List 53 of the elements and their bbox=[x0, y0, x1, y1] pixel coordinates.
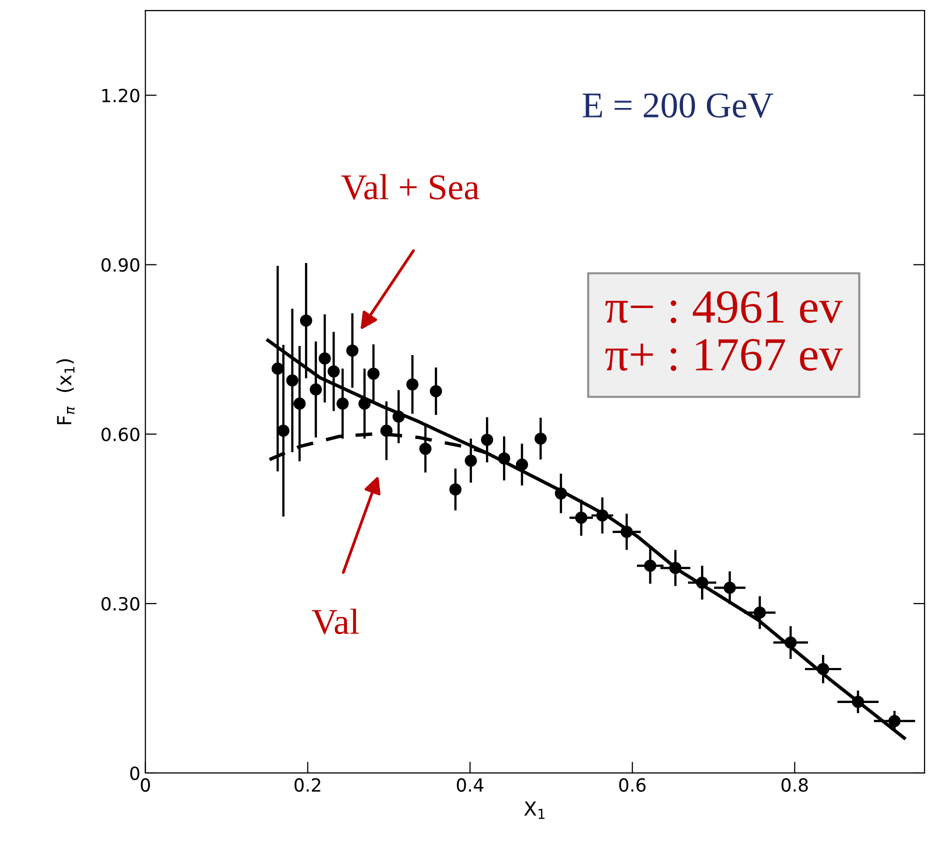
point bbox=[367, 368, 380, 380]
point bbox=[419, 442, 432, 455]
point bbox=[554, 487, 568, 500]
x-tick-label: 0.8 bbox=[782, 778, 808, 792]
annotation: π+ : 1767 ev bbox=[605, 339, 843, 371]
y-tick-label: 0.90 bbox=[102, 258, 140, 272]
annotation: E = 200 GeV bbox=[582, 93, 774, 118]
y-tick-label: 0.30 bbox=[102, 597, 140, 611]
point bbox=[516, 458, 528, 471]
x-tick-label: 0.6 bbox=[619, 778, 646, 792]
x-tick-label: 0.2 bbox=[294, 778, 320, 792]
x-tick-label: 0 bbox=[140, 778, 150, 792]
point bbox=[328, 365, 340, 378]
point bbox=[392, 410, 405, 423]
point bbox=[272, 362, 284, 375]
point bbox=[620, 526, 633, 538]
point bbox=[318, 352, 331, 365]
point bbox=[358, 398, 371, 410]
point bbox=[817, 662, 830, 676]
point bbox=[310, 383, 322, 396]
y-tick-label: 0 bbox=[130, 766, 140, 780]
point bbox=[724, 582, 736, 594]
point bbox=[669, 562, 682, 574]
annotation: Val bbox=[312, 608, 359, 634]
point bbox=[380, 424, 393, 437]
point bbox=[346, 344, 358, 357]
point bbox=[406, 378, 418, 390]
point bbox=[596, 509, 608, 522]
point bbox=[449, 483, 462, 496]
point bbox=[294, 398, 306, 410]
point bbox=[300, 314, 312, 327]
point bbox=[754, 606, 766, 619]
y-tick-label: 0.60 bbox=[102, 428, 140, 442]
point bbox=[784, 636, 797, 649]
y-tick-label: 1.20 bbox=[102, 88, 140, 102]
point bbox=[481, 434, 494, 446]
point bbox=[464, 454, 477, 467]
point bbox=[336, 398, 349, 410]
point bbox=[852, 696, 864, 708]
annotation: π− : 4961 ev bbox=[605, 291, 843, 324]
x-axis-title: X$_{1}$ bbox=[524, 801, 545, 819]
annotation: Val + Sea bbox=[341, 174, 480, 200]
point bbox=[430, 385, 442, 398]
point bbox=[888, 714, 901, 728]
point bbox=[644, 560, 656, 572]
y-axis-title: F$_{π}$ (x$_{1}$) bbox=[56, 359, 75, 424]
point bbox=[575, 512, 588, 524]
point bbox=[498, 452, 510, 464]
point bbox=[277, 424, 290, 437]
point bbox=[286, 374, 298, 387]
x-tick-label: 0.4 bbox=[456, 778, 484, 792]
point bbox=[696, 576, 708, 589]
point bbox=[534, 432, 547, 445]
